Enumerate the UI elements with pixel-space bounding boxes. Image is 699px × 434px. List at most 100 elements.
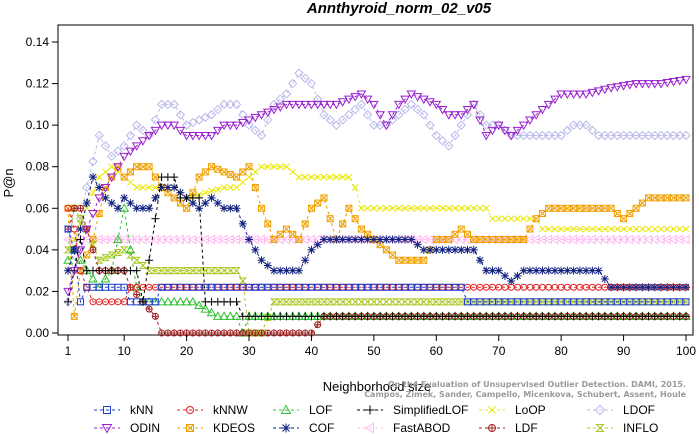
- data-point: [526, 215, 534, 223]
- data-point: [468, 100, 479, 110]
- data-point: [669, 283, 678, 292]
- data-point: [195, 193, 204, 202]
- data-point: [126, 168, 134, 176]
- data-point: [282, 225, 290, 233]
- series-ldof: [63, 68, 691, 307]
- data-point: [420, 204, 428, 212]
- legend-marker: [488, 424, 496, 432]
- data-point: [127, 178, 134, 186]
- legend-marker: [186, 406, 194, 414]
- data-point: [382, 235, 391, 244]
- data-point: [425, 98, 435, 107]
- data-point: [213, 104, 223, 115]
- data-point: [606, 130, 616, 141]
- data-point: [469, 245, 478, 254]
- data-point: [350, 93, 361, 102]
- data-point: [426, 204, 434, 212]
- data-point: [195, 173, 203, 181]
- data-point: [637, 80, 648, 89]
- data-point: [300, 100, 311, 110]
- data-point: [581, 90, 591, 99]
- axis-layer: 1 10 20 30 40 50 60 70 80 90 100 0.00 0.02 0.04 0.06 0.…: [26, 35, 697, 358]
- series-cof: [64, 173, 690, 292]
- data-point: [233, 173, 241, 181]
- data-point: [412, 104, 423, 115]
- data-point: [314, 321, 322, 329]
- data-point: [250, 125, 260, 136]
- data-point: [513, 271, 522, 280]
- data-point: [482, 204, 490, 212]
- y-tick-label: 0.10: [26, 118, 50, 132]
- data-point: [356, 99, 367, 110]
- data-point: [239, 329, 247, 337]
- data-point: [220, 168, 228, 176]
- data-point: [176, 267, 185, 275]
- data-point: [593, 87, 604, 96]
- x-tick-label: 1: [65, 344, 72, 358]
- data-point: [120, 193, 129, 202]
- data-point: [337, 98, 348, 107]
- data-point: [201, 267, 210, 275]
- data-point: [507, 277, 516, 286]
- data-point: [350, 104, 360, 115]
- data-point: [493, 121, 504, 131]
- data-point: [426, 245, 435, 254]
- data-point: [600, 130, 610, 141]
- data-point: [462, 106, 473, 115]
- data-point: [463, 245, 472, 254]
- data-point: [181, 296, 192, 306]
- data-point: [531, 130, 541, 141]
- data-point: [668, 130, 679, 141]
- data-point: [108, 163, 116, 171]
- data-point: [181, 132, 192, 141]
- legend-label: COF: [309, 421, 334, 434]
- legend-item-odin: ODIN: [94, 421, 160, 434]
- data-point: [100, 141, 111, 151]
- data-point: [650, 283, 659, 292]
- data-point: [631, 130, 641, 141]
- data-point: [651, 225, 659, 233]
- data-point: [232, 267, 241, 275]
- data-point: [113, 248, 123, 256]
- data-point: [94, 194, 105, 203]
- data-point: [219, 99, 229, 110]
- data-point: [575, 120, 585, 130]
- data-point: [76, 298, 84, 306]
- data-point: [163, 99, 173, 110]
- data-point: [120, 283, 128, 291]
- data-point: [419, 245, 428, 254]
- data-point: [432, 204, 440, 212]
- data-point: [607, 225, 615, 233]
- data-point: [138, 261, 148, 269]
- data-point: [294, 100, 304, 110]
- data-point: [333, 173, 340, 181]
- data-point: [481, 120, 491, 130]
- x-tick-label: 60: [430, 344, 444, 358]
- legend-marker: [101, 424, 113, 434]
- data-point: [649, 80, 660, 89]
- data-point: [437, 106, 448, 115]
- data-point: [382, 246, 390, 254]
- data-point: [258, 163, 265, 171]
- data-point: [175, 110, 186, 120]
- data-point: [201, 168, 209, 176]
- data-point: [338, 298, 347, 306]
- legend-marker: [280, 404, 292, 414]
- data-point: [600, 274, 609, 283]
- data-point: [126, 199, 135, 208]
- data-point: [550, 95, 560, 105]
- data-point: [581, 120, 591, 130]
- data-point: [457, 283, 465, 291]
- data-point: [464, 230, 472, 238]
- data-point: [364, 204, 371, 212]
- data-point: [400, 104, 410, 115]
- data-point: [313, 240, 322, 249]
- legend-item-fastabod: FastABOD: [357, 421, 451, 434]
- data-point: [226, 329, 234, 337]
- data-point: [225, 99, 236, 110]
- legend-item-kdeos: KDEOS: [177, 421, 255, 434]
- data-point: [287, 100, 298, 110]
- data-point: [418, 95, 429, 105]
- data-point: [63, 287, 73, 297]
- legend-item-loop: LoOP: [479, 403, 546, 417]
